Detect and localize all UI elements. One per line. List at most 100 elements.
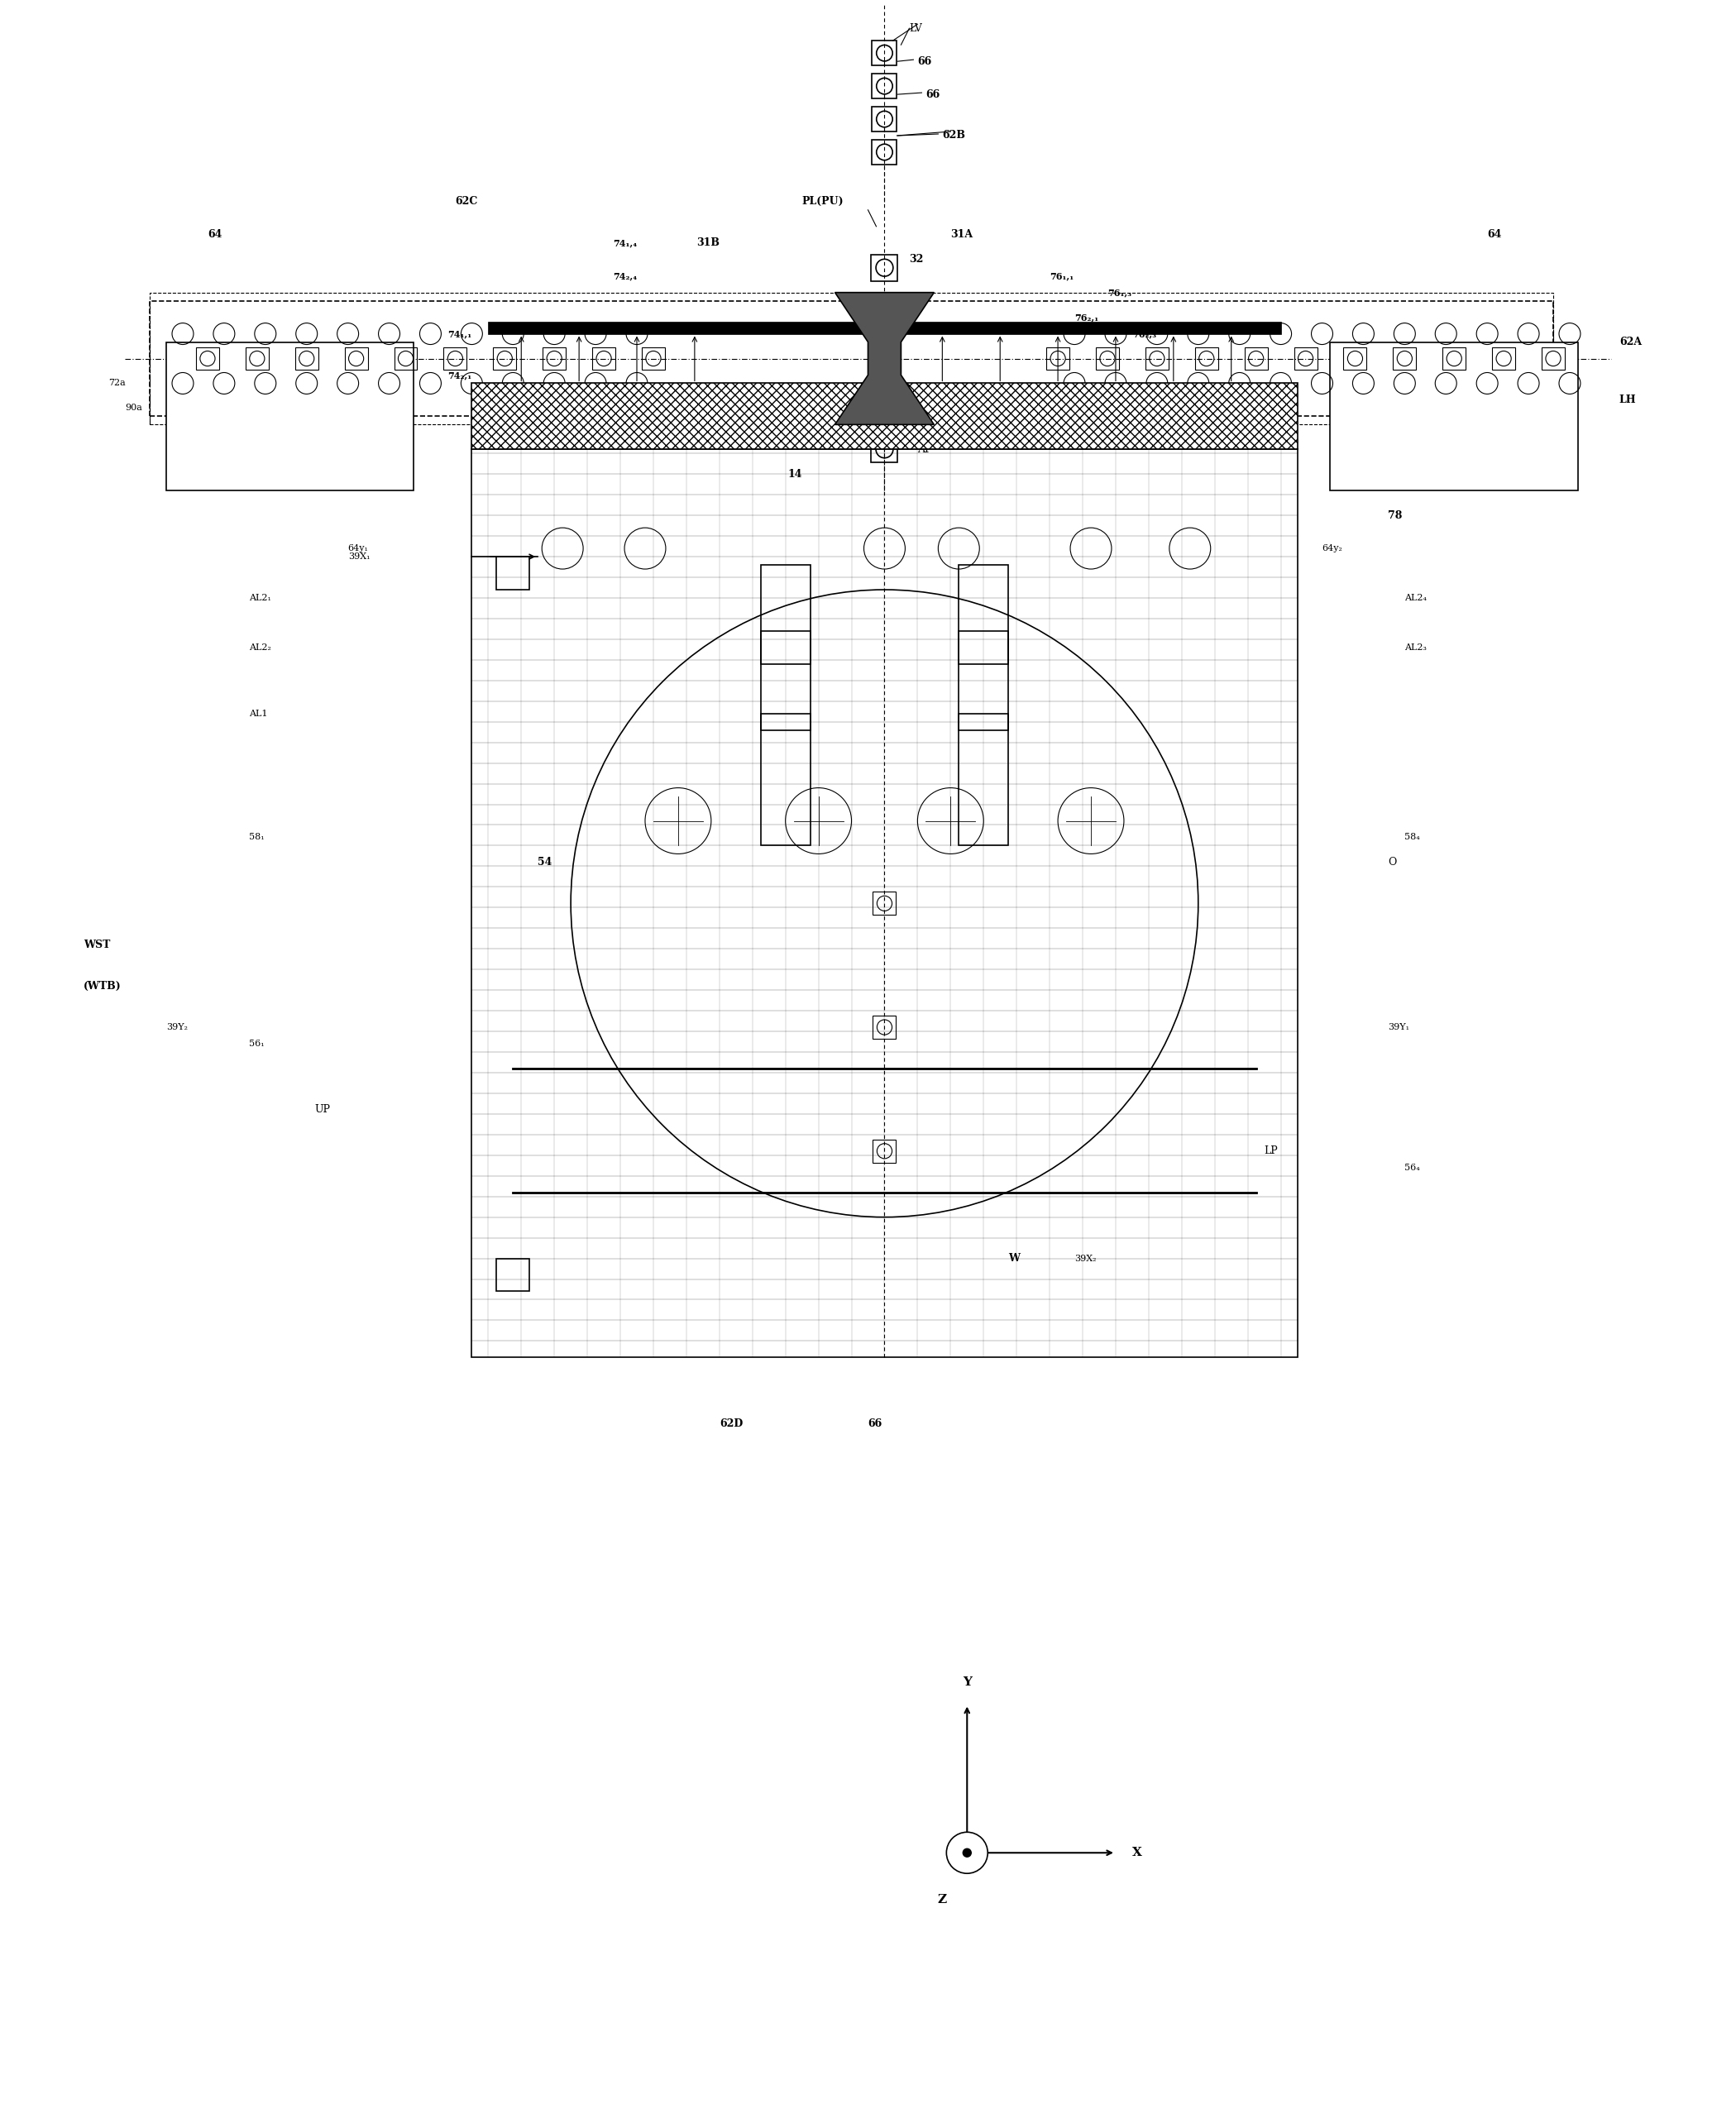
Polygon shape — [835, 292, 934, 425]
Bar — [1344, 347, 1366, 370]
Text: 39X₂: 39X₂ — [1075, 1254, 1097, 1262]
Text: 64y₂: 64y₂ — [1323, 545, 1342, 553]
Bar — [871, 255, 898, 282]
Text: AL2₄: AL2₄ — [1404, 593, 1427, 602]
Text: 62A: 62A — [1620, 337, 1642, 347]
Bar — [760, 713, 811, 846]
Bar — [871, 436, 898, 463]
Text: UP: UP — [314, 1105, 330, 1115]
Text: 74₂,₁: 74₂,₁ — [448, 370, 472, 379]
Bar — [496, 558, 529, 589]
Text: 62D: 62D — [719, 1418, 743, 1429]
Bar — [1293, 347, 1318, 370]
Bar — [1245, 347, 1267, 370]
Text: 39X₁: 39X₁ — [347, 553, 370, 562]
Text: Y: Y — [962, 1677, 972, 1687]
Text: 76₁,₃: 76₁,₃ — [1108, 288, 1132, 297]
Bar — [871, 74, 898, 99]
Text: 32: 32 — [910, 255, 924, 265]
Text: 39Y₂: 39Y₂ — [167, 1023, 187, 1031]
Text: 76₂,₁: 76₂,₁ — [1075, 313, 1099, 322]
Text: 72a: 72a — [108, 379, 125, 387]
Bar — [444, 347, 467, 370]
Bar — [871, 107, 898, 133]
Text: 54: 54 — [538, 856, 552, 867]
Text: LH: LH — [1620, 393, 1637, 406]
Bar — [344, 347, 368, 370]
Text: AL2₂: AL2₂ — [248, 644, 271, 652]
Text: 74₁,₄: 74₁,₄ — [613, 238, 637, 248]
Bar — [394, 347, 417, 370]
Text: 64y₁: 64y₁ — [347, 545, 368, 553]
Text: 90b: 90b — [1552, 429, 1569, 438]
Bar — [245, 347, 269, 370]
Bar — [958, 713, 1009, 846]
Bar — [1146, 347, 1168, 370]
Text: 66: 66 — [918, 57, 932, 67]
Text: 78: 78 — [1389, 509, 1403, 522]
Text: 58₄: 58₄ — [1404, 833, 1420, 842]
Bar — [1493, 347, 1516, 370]
Text: AF: AF — [918, 444, 932, 454]
Text: 72c: 72c — [1347, 379, 1363, 387]
Circle shape — [868, 375, 901, 408]
Bar — [642, 347, 665, 370]
Bar — [149, 292, 1554, 425]
Text: X: X — [1132, 1847, 1142, 1858]
Bar — [1330, 343, 1578, 490]
Text: Z: Z — [937, 1894, 946, 1906]
Bar — [1047, 347, 1069, 370]
Bar — [196, 347, 219, 370]
Text: W: W — [1009, 1254, 1021, 1265]
Bar — [760, 564, 811, 665]
Bar — [167, 343, 413, 490]
Text: 74₂,₄: 74₂,₄ — [613, 271, 637, 280]
Text: 76₁,₁: 76₁,₁ — [1050, 271, 1073, 280]
Bar — [295, 347, 318, 370]
Text: 64: 64 — [208, 229, 222, 240]
Text: 72b: 72b — [167, 421, 184, 429]
Text: 72d: 72d — [1345, 421, 1363, 429]
Text: AL1: AL1 — [248, 709, 267, 717]
Bar — [1194, 347, 1219, 370]
Text: (WTB): (WTB) — [83, 980, 122, 991]
Bar — [149, 301, 1554, 417]
Text: AL2₃: AL2₃ — [1404, 644, 1427, 652]
Text: 66: 66 — [925, 88, 941, 99]
Bar — [873, 892, 896, 915]
Circle shape — [946, 1833, 988, 1873]
Text: 56₁: 56₁ — [248, 1039, 264, 1048]
Bar — [1443, 347, 1465, 370]
Bar — [871, 139, 898, 164]
Bar — [958, 631, 1009, 730]
Text: 64: 64 — [1488, 229, 1502, 240]
Text: 90a: 90a — [125, 404, 142, 412]
Text: 62B: 62B — [943, 130, 965, 141]
Circle shape — [868, 309, 901, 343]
Bar — [472, 450, 1297, 1357]
Text: 76₂,₃: 76₂,₃ — [1132, 328, 1156, 339]
Text: LV: LV — [910, 23, 922, 34]
Bar — [543, 347, 566, 370]
Text: 66: 66 — [868, 1418, 882, 1429]
Circle shape — [963, 1849, 970, 1858]
Text: WST: WST — [83, 938, 111, 951]
Text: 14: 14 — [788, 469, 802, 480]
Bar — [496, 1258, 529, 1292]
Text: O: O — [1389, 856, 1397, 867]
Bar — [472, 383, 1297, 450]
Text: 39Y₁: 39Y₁ — [1389, 1023, 1410, 1031]
Bar — [1095, 347, 1120, 370]
Bar — [493, 347, 516, 370]
Text: PL(PU): PL(PU) — [802, 196, 844, 206]
Text: 56₄: 56₄ — [1404, 1164, 1420, 1172]
Text: 58₁: 58₁ — [248, 833, 264, 842]
Bar — [873, 1140, 896, 1164]
Text: 31A: 31A — [951, 229, 972, 240]
Text: 31B: 31B — [696, 238, 719, 248]
Bar — [1542, 347, 1564, 370]
Text: 74₁,₁: 74₁,₁ — [448, 328, 472, 339]
Bar — [958, 564, 1009, 665]
Bar — [871, 40, 898, 65]
Bar — [873, 1016, 896, 1039]
